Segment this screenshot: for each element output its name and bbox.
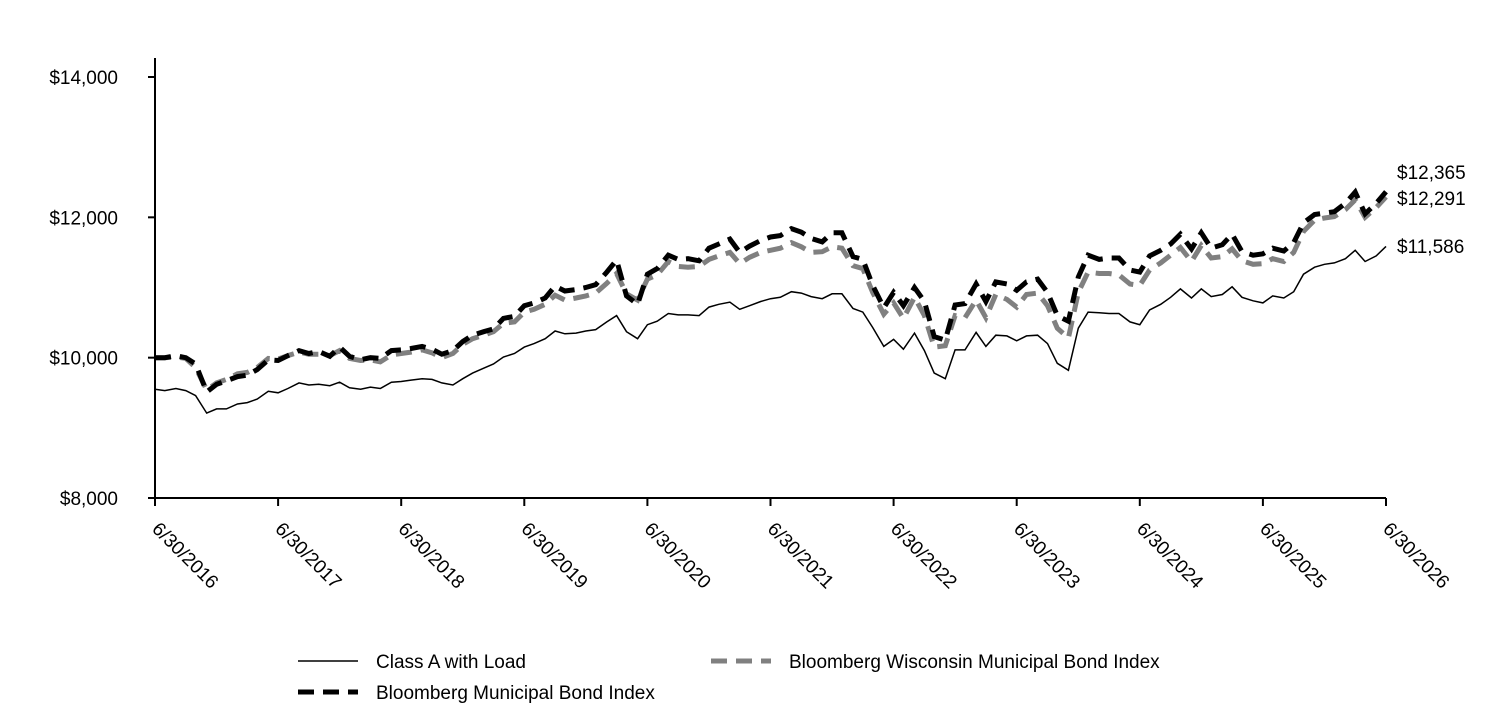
end-value-label: $12,291 [1397,189,1466,210]
legend-label-class-a: Class A with Load [376,652,526,673]
x-axis-ticks: 6/30/2016 6/30/2017 6/30/2018 6/30/2019 6/30… [147,498,1453,594]
end-value-labels: $12,365 $12,291 $11,586 [1397,163,1466,258]
y-tick-label: $8,000 [60,489,118,510]
x-tick-label: 6/30/2016 [147,519,222,594]
end-value-label: $12,365 [1397,163,1466,184]
series-municipal-index-line [155,187,1388,397]
x-tick-label: 6/30/2019 [517,519,592,594]
legend-item-municipal-index: Bloomberg Municipal Bond Index [298,683,655,704]
x-tick-label: 6/30/2023 [1009,519,1084,594]
x-tick-label: 6/30/2017 [271,519,346,594]
x-tick-label: 6/30/2025 [1255,519,1330,594]
legend-item-wisconsin-index: Bloomberg Wisconsin Municipal Bond Index [711,652,1160,673]
x-tick-label: 6/30/2022 [886,519,961,594]
x-tick-label: 6/30/2026 [1378,519,1453,594]
y-tick-label: $14,000 [49,68,118,89]
x-tick-label: 6/30/2018 [394,519,469,594]
y-tick-label: $10,000 [49,349,118,370]
x-tick-label: 6/30/2020 [640,519,715,594]
series-class-a-line [154,245,1387,415]
legend-label-wisconsin-index: Bloomberg Wisconsin Municipal Bond Index [789,652,1160,673]
y-tick-label: $12,000 [49,208,118,229]
end-value-label: $11,586 [1397,237,1464,258]
legend-item-class-a: Class A with Load [298,652,526,673]
x-tick-label: 6/30/2024 [1132,519,1207,594]
chart-legend: Class A with Load Bloomberg Wisconsin Mu… [298,652,1160,704]
y-axis-ticks: $8,000 $10,000 $12,000 $14,000 [49,68,155,510]
series-layer [154,187,1388,415]
x-tick-label: 6/30/2021 [763,519,838,594]
series-wisconsin-index-line [155,195,1388,394]
legend-label-municipal-index: Bloomberg Municipal Bond Index [376,683,655,704]
